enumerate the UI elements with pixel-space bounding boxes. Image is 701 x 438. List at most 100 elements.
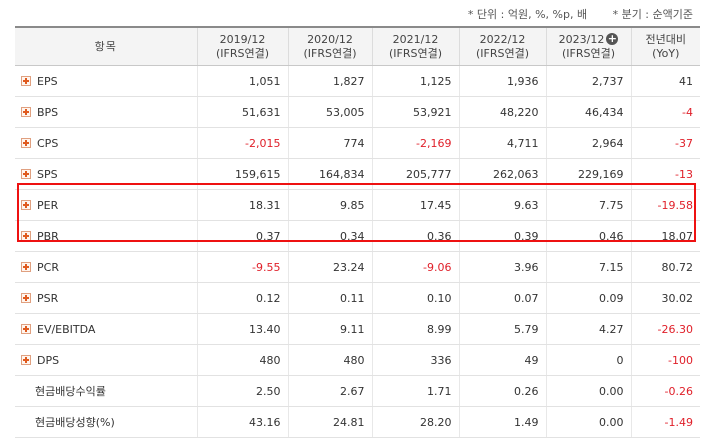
table-body: EPS 1,051 1,827 1,125 1,936 2,737 41 BPS 51,631 5… <box>15 65 700 438</box>
yoy-value-cell: -4 <box>630 96 700 128</box>
value-cell: 48,220 <box>458 96 546 128</box>
value-cell: 262,063 <box>458 158 546 190</box>
value-cell: 7.15 <box>545 251 631 283</box>
row-label: EV/EBITDA <box>37 322 96 336</box>
yoy-value-cell: -37 <box>630 127 700 159</box>
row-label-cell[interactable]: CPS <box>15 127 197 159</box>
value-cell: 1,936 <box>458 65 546 97</box>
yoy-value-cell: -1.49 <box>630 406 700 438</box>
table-row: PBR 0.37 0.34 0.36 0.39 0.46 18.07 <box>15 220 700 252</box>
value-cell: 229,169 <box>545 158 631 190</box>
header-period-2019: 2019/12 (IFRS연결) <box>196 26 288 66</box>
header-yoy: 전년대비 (YoY) <box>630 26 700 66</box>
value-cell: 0.34 <box>287 220 372 252</box>
row-label: SPS <box>37 167 58 181</box>
row-label-cell[interactable]: EV/EBITDA <box>15 313 197 345</box>
value-cell: 43.16 <box>196 406 288 438</box>
table-row: PSR 0.12 0.11 0.10 0.07 0.09 30.02 <box>15 282 700 314</box>
table-notes: * 단위 : 억원, %, %p, 배 * 분기 : 순액기준 <box>446 6 693 22</box>
row-label: 현금배당수익률 <box>35 385 106 398</box>
row-label: PER <box>37 198 59 212</box>
value-cell: 205,777 <box>371 158 459 190</box>
value-cell: 336 <box>371 344 459 376</box>
value-cell: 0.39 <box>458 220 546 252</box>
value-cell: 159,615 <box>196 158 288 190</box>
value-cell: 9.63 <box>458 189 546 221</box>
value-cell: 18.31 <box>196 189 288 221</box>
header-item: 항목 <box>15 26 197 66</box>
value-cell: 53,005 <box>287 96 372 128</box>
value-cell: 0.26 <box>458 375 546 407</box>
expand-plus-icon[interactable] <box>21 168 31 179</box>
value-cell: 1,051 <box>196 65 288 97</box>
expand-plus-icon[interactable] <box>21 137 31 148</box>
row-label-cell[interactable]: PBR <box>15 220 197 252</box>
value-cell: 480 <box>196 344 288 376</box>
value-cell: 13.40 <box>196 313 288 345</box>
value-cell: 1,827 <box>287 65 372 97</box>
value-cell: 4,711 <box>458 127 546 159</box>
table-row: PCR -9.55 23.24 -9.06 3.96 7.15 80.72 <box>15 251 700 283</box>
yoy-value-cell: -0.26 <box>630 375 700 407</box>
value-cell: 7.75 <box>545 189 631 221</box>
yoy-value-cell: -26.30 <box>630 313 700 345</box>
yoy-value-cell: 41 <box>630 65 700 97</box>
value-cell: 46,434 <box>545 96 631 128</box>
value-cell: 2.67 <box>287 375 372 407</box>
value-cell: 0.12 <box>196 282 288 314</box>
row-label-cell[interactable]: BPS <box>15 96 197 128</box>
yoy-value-cell: 30.02 <box>630 282 700 314</box>
row-label-cell: 현금배당성향(%) <box>15 406 197 438</box>
table-row: CPS -2,015 774 -2,169 4,711 2,964 -37 <box>15 127 700 159</box>
value-cell: -2,015 <box>196 127 288 159</box>
value-cell: 0 <box>545 344 631 376</box>
yoy-value-cell: -13 <box>630 158 700 190</box>
value-cell: 0.36 <box>371 220 459 252</box>
expand-plus-icon[interactable] <box>21 75 31 86</box>
expand-plus-icon[interactable] <box>21 354 31 365</box>
header-period-2022: 2022/12 (IFRS연결) <box>458 26 546 66</box>
row-label-cell[interactable]: PCR <box>15 251 197 283</box>
value-cell: 53,921 <box>371 96 459 128</box>
table-row: EPS 1,051 1,827 1,125 1,936 2,737 41 <box>15 65 700 97</box>
table-row: EV/EBITDA 13.40 9.11 8.99 5.79 4.27 -26.30 <box>15 313 700 345</box>
expand-plus-icon[interactable] <box>21 199 31 210</box>
expand-plus-icon[interactable] <box>21 106 31 117</box>
table-row: 현금배당성향(%) 43.16 24.81 28.20 1.49 0.00 -1.49 <box>15 406 700 438</box>
row-label-cell[interactable]: PER <box>15 189 197 221</box>
value-cell: 1.71 <box>371 375 459 407</box>
row-label-cell[interactable]: PSR <box>15 282 197 314</box>
row-label: BPS <box>37 105 59 119</box>
add-column-icon[interactable]: + <box>606 31 619 45</box>
value-cell: 49 <box>458 344 546 376</box>
table-row: DPS 480 480 336 49 0 -100 <box>15 344 700 376</box>
value-cell: 2,964 <box>545 127 631 159</box>
value-cell: 1,125 <box>371 65 459 97</box>
value-cell: 3.96 <box>458 251 546 283</box>
value-cell: 9.11 <box>287 313 372 345</box>
table-row: BPS 51,631 53,005 53,921 48,220 46,434 -4 <box>15 96 700 128</box>
expand-plus-icon[interactable] <box>21 230 31 241</box>
value-cell: 0.10 <box>371 282 459 314</box>
row-label-cell[interactable]: EPS <box>15 65 197 97</box>
yoy-value-cell: -100 <box>630 344 700 376</box>
value-cell: 0.37 <box>196 220 288 252</box>
value-cell: 17.45 <box>371 189 459 221</box>
expand-plus-icon[interactable] <box>21 323 31 334</box>
unit-note: * 단위 : 억원, %, %p, 배 <box>467 8 588 21</box>
row-label-cell[interactable]: SPS <box>15 158 197 190</box>
table-row: PER 18.31 9.85 17.45 9.63 7.75 -19.58 <box>15 189 700 221</box>
value-cell: 1.49 <box>458 406 546 438</box>
quarter-note: * 분기 : 순액기준 <box>612 8 693 21</box>
row-label: PSR <box>37 291 59 305</box>
value-cell: 774 <box>287 127 372 159</box>
table-row: SPS 159,615 164,834 205,777 262,063 229,169 -1… <box>15 158 700 190</box>
value-cell: 4.27 <box>545 313 631 345</box>
expand-plus-icon[interactable] <box>21 292 31 303</box>
value-cell: 0.07 <box>458 282 546 314</box>
header-period-2021: 2021/12 (IFRS연결) <box>371 26 459 66</box>
value-cell: -9.06 <box>371 251 459 283</box>
row-label-cell[interactable]: DPS <box>15 344 197 376</box>
expand-plus-icon[interactable] <box>21 261 31 272</box>
value-cell: 8.99 <box>371 313 459 345</box>
